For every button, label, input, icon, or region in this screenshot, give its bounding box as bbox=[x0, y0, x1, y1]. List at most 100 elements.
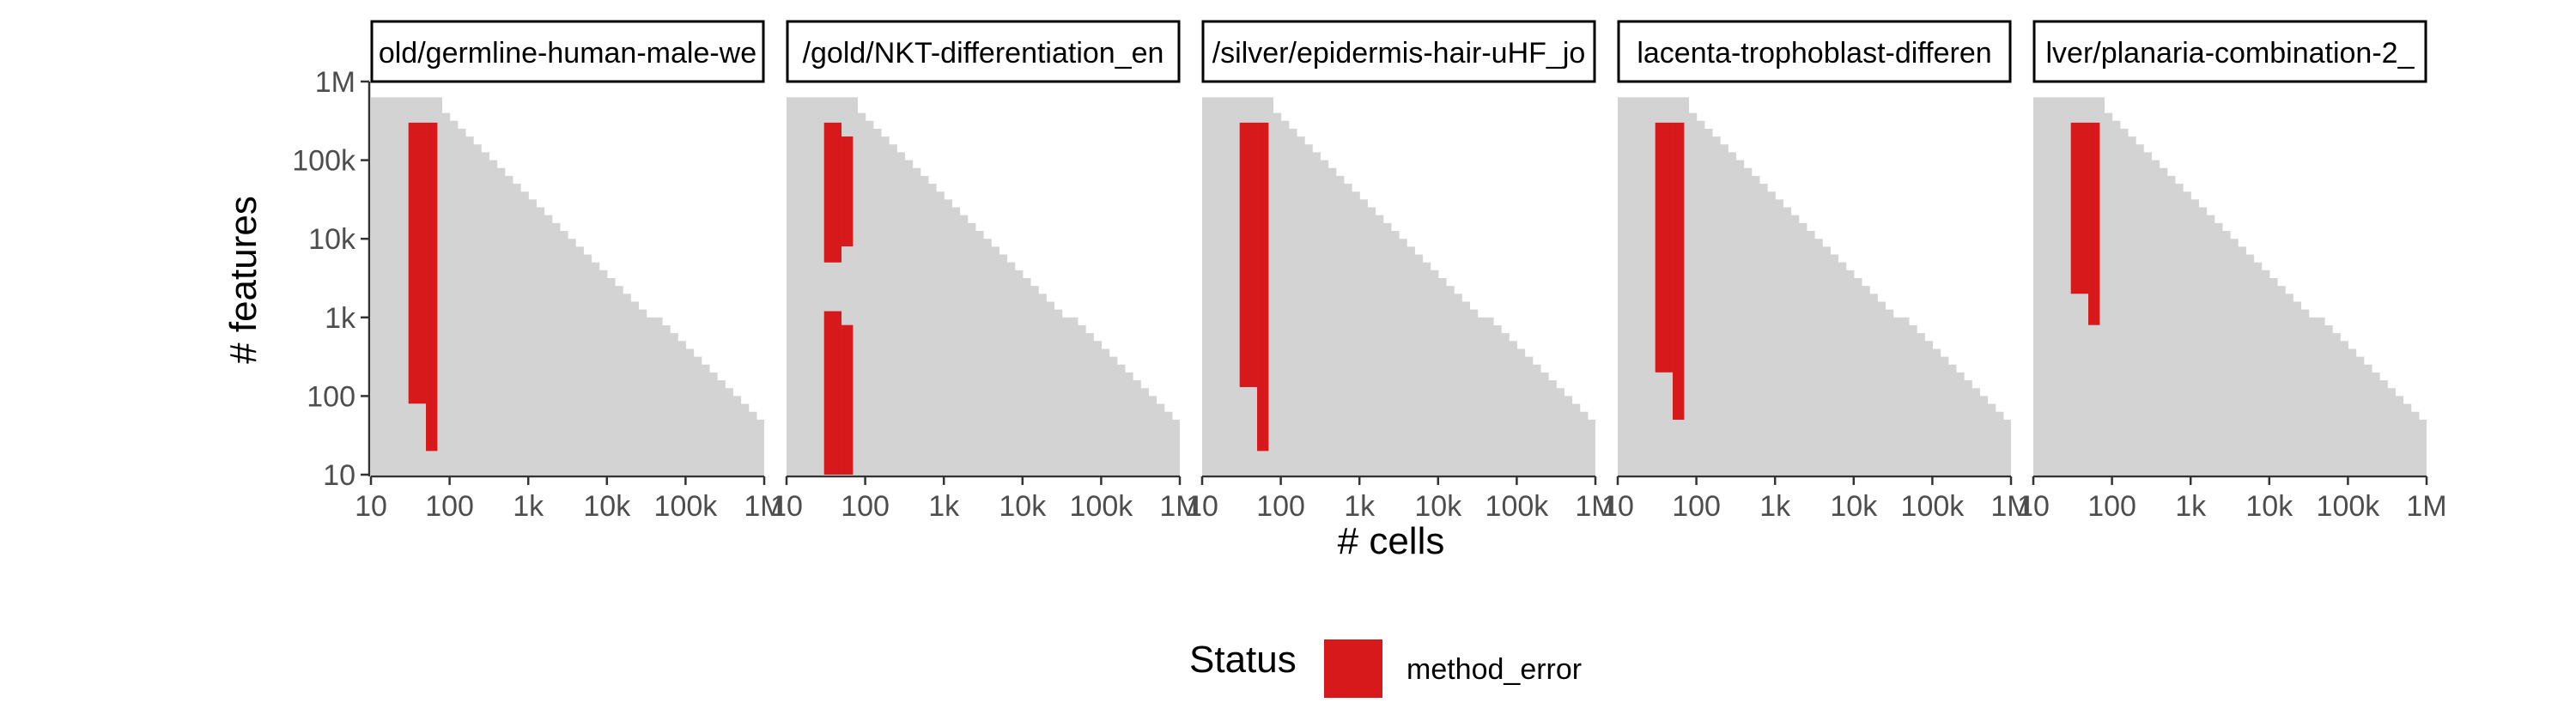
feasible-tile bbox=[1564, 396, 1573, 475]
feasible-tile bbox=[1917, 333, 1925, 475]
feasible-tile bbox=[1116, 364, 1126, 475]
feasible-tile bbox=[936, 191, 945, 475]
panel-4: lacenta-trophoblast-differen 10 100 1k 10k 10… bbox=[1601, 20, 2032, 523]
feasible-tile bbox=[1798, 222, 1807, 475]
x-tick-label: 100 bbox=[425, 490, 474, 523]
feasible-region bbox=[2033, 97, 2427, 475]
feasible-tile bbox=[802, 97, 811, 475]
feasible-tile bbox=[2403, 403, 2412, 475]
feasible-tile bbox=[2230, 239, 2239, 475]
feasible-tile bbox=[496, 167, 506, 475]
feasible-tile bbox=[2293, 301, 2302, 475]
feasible-tile bbox=[559, 231, 568, 475]
feasible-tile bbox=[1461, 301, 1471, 475]
feasible-tile bbox=[1352, 191, 1360, 475]
feasible-tile bbox=[1148, 396, 1157, 475]
feasible-tile bbox=[1280, 120, 1290, 475]
x-tick-label: 1k bbox=[1344, 490, 1376, 523]
feasible-tile bbox=[1210, 97, 1218, 475]
facet-strip bbox=[1201, 20, 1596, 83]
feasible-tile bbox=[623, 294, 631, 475]
feasible-tile bbox=[2245, 254, 2255, 475]
feasible-tile bbox=[2064, 97, 2074, 475]
feasible-tile bbox=[2127, 136, 2136, 475]
feasible-tile bbox=[2348, 348, 2357, 475]
facet-strip bbox=[370, 20, 765, 83]
feasible-tile bbox=[2363, 364, 2372, 475]
feasible-tile bbox=[1343, 184, 1352, 475]
feasible-tile bbox=[880, 136, 890, 475]
feasible-tile bbox=[2355, 356, 2365, 475]
feasible-tile bbox=[1124, 372, 1133, 475]
feasible-tile bbox=[1390, 231, 1400, 475]
feasible-tile bbox=[677, 341, 686, 475]
x-tick-label: 100 bbox=[841, 490, 890, 523]
feasible-tile bbox=[1571, 403, 1581, 475]
feasible-tile bbox=[481, 152, 489, 475]
y-axis-title: # features bbox=[222, 196, 264, 364]
x-tick-label: 1M bbox=[744, 490, 784, 523]
feasible-tile bbox=[1696, 120, 1705, 475]
feasible-tile bbox=[1790, 215, 1800, 475]
x-tick-label: 100 bbox=[1672, 490, 1721, 523]
feasible-tile bbox=[520, 191, 529, 475]
feasible-tile bbox=[1838, 262, 1847, 475]
feasible-tile bbox=[748, 411, 757, 475]
feasible-tile bbox=[536, 207, 545, 475]
feasible-tile bbox=[2143, 152, 2152, 475]
feasible-tile bbox=[1085, 333, 1094, 475]
feasible-tile bbox=[2324, 324, 2333, 475]
feasible-tile bbox=[951, 207, 961, 475]
feasible-tile bbox=[1971, 388, 1980, 475]
feasible-tile bbox=[732, 396, 742, 475]
feasible-tile bbox=[1501, 333, 1510, 475]
feasible-tile bbox=[1814, 239, 1823, 475]
feasible-tile bbox=[794, 97, 803, 475]
feasible-tile bbox=[983, 239, 992, 475]
feasible-tile bbox=[1312, 152, 1321, 475]
feasible-tile bbox=[1633, 97, 1643, 475]
feasible-tile bbox=[810, 97, 819, 475]
feasible-tile bbox=[1375, 215, 1384, 475]
feasible-tile bbox=[1720, 144, 1728, 475]
feasible-tile bbox=[1885, 309, 1894, 475]
feasible-tile bbox=[1046, 301, 1055, 475]
feasible-tile bbox=[2395, 396, 2404, 475]
feasible-tile bbox=[528, 199, 537, 475]
feasible-tile bbox=[1877, 301, 1886, 475]
feasible-tile bbox=[1156, 403, 1165, 475]
feasible-tile bbox=[2159, 167, 2168, 475]
feasible-tile bbox=[1783, 207, 1792, 475]
method-error-cell bbox=[2070, 122, 2089, 294]
feasible-tile bbox=[2276, 286, 2286, 475]
feasible-tile bbox=[591, 262, 600, 475]
feasible-tile bbox=[725, 388, 733, 475]
y-tick-label: 1M bbox=[315, 66, 355, 99]
y-tick-label: 1k bbox=[325, 302, 356, 335]
feasible-tile bbox=[575, 246, 584, 475]
method-error-cell bbox=[408, 122, 427, 404]
feasible-tile bbox=[457, 128, 466, 475]
x-tick-label: 1k bbox=[513, 490, 544, 523]
feasible-tile bbox=[449, 120, 459, 475]
x-tick-label: 1M bbox=[1990, 490, 2031, 523]
feasible-tile bbox=[1233, 97, 1242, 475]
feasible-tile bbox=[1437, 278, 1447, 475]
feasible-tile bbox=[896, 152, 905, 475]
feasible-tile bbox=[2041, 97, 2050, 475]
feasible-tile bbox=[991, 246, 999, 475]
feasible-tile bbox=[975, 231, 984, 475]
method-error-cell bbox=[823, 311, 842, 475]
method-error-cell bbox=[1257, 122, 1269, 451]
feasible-tile bbox=[1273, 112, 1282, 475]
x-tick-label: 10k bbox=[1830, 490, 1878, 523]
facet-strip-title: /silver/epidermis-hair-uHF_jo bbox=[1212, 37, 1586, 70]
x-tick-label: 1M bbox=[1575, 490, 1615, 523]
feasible-tile bbox=[1422, 262, 1431, 475]
feasible-tile bbox=[1924, 341, 1933, 475]
feasible-tile bbox=[2371, 372, 2380, 475]
panels-layer: old/germline-human-male-we 10 100 1k 10k 100k… bbox=[292, 20, 2447, 523]
feasible-tile bbox=[1171, 419, 1180, 475]
feasible-tile bbox=[1759, 184, 1768, 475]
